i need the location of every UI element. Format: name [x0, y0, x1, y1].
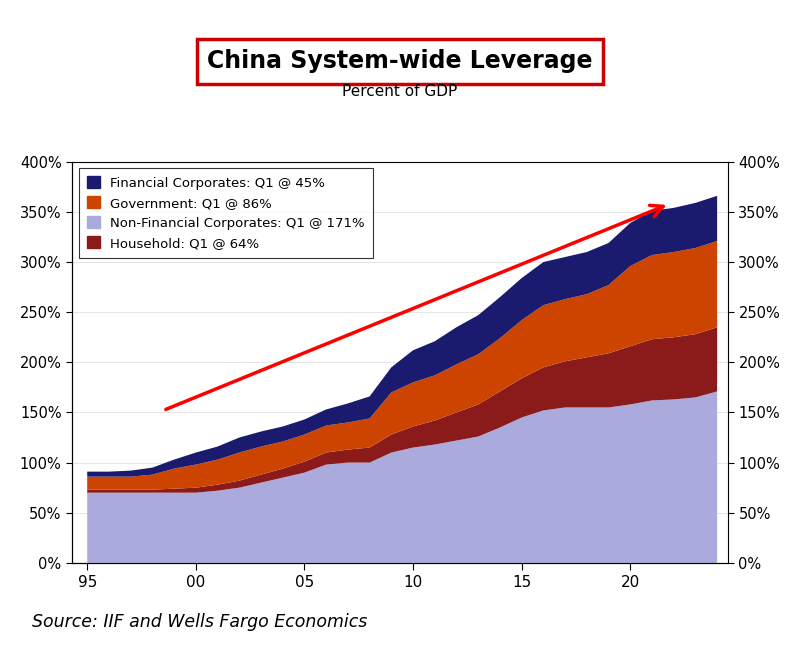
Legend: Financial Corporates: Q1 @ 45%, Government: Q1 @ 86%, Non-Financial Corporates: : Financial Corporates: Q1 @ 45%, Governme… — [78, 168, 373, 258]
Text: China System-wide Leverage: China System-wide Leverage — [207, 49, 593, 74]
Text: Source: IIF and Wells Fargo Economics: Source: IIF and Wells Fargo Economics — [32, 613, 367, 631]
Text: Percent of GDP: Percent of GDP — [342, 84, 458, 100]
